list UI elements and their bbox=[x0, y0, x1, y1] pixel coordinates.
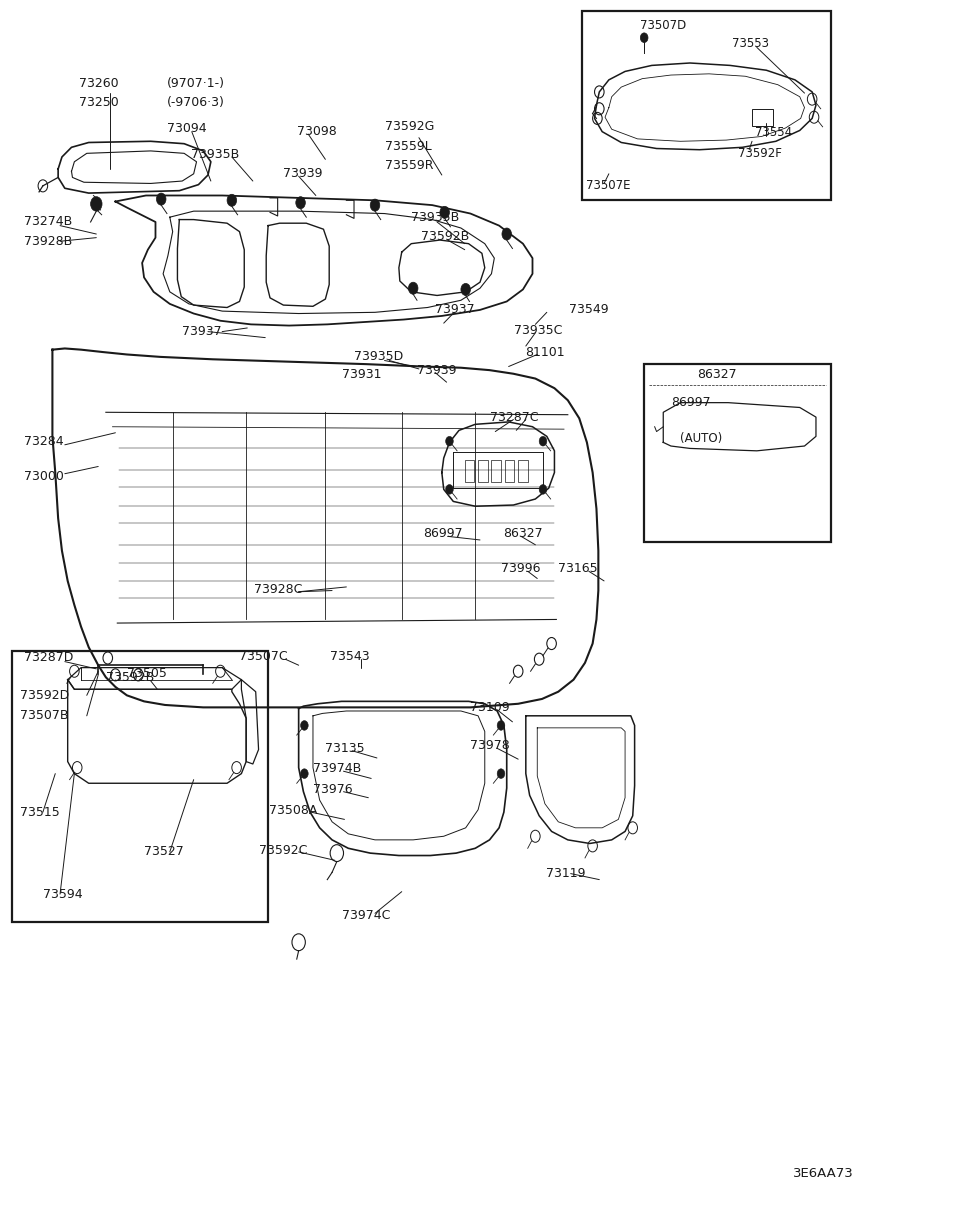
Text: 73974B: 73974B bbox=[313, 762, 361, 776]
Text: 86327: 86327 bbox=[698, 369, 737, 381]
Text: 73553: 73553 bbox=[732, 38, 769, 51]
Text: 73000: 73000 bbox=[24, 469, 63, 483]
Text: 73937: 73937 bbox=[435, 304, 475, 316]
Text: 73505: 73505 bbox=[127, 667, 167, 680]
Text: 73109: 73109 bbox=[470, 701, 510, 714]
Text: 73592B: 73592B bbox=[106, 670, 155, 684]
Text: 73250: 73250 bbox=[79, 97, 119, 109]
Text: 73515: 73515 bbox=[20, 806, 60, 819]
Text: 73543: 73543 bbox=[330, 650, 370, 663]
Circle shape bbox=[497, 721, 505, 731]
Text: 73592G: 73592G bbox=[385, 120, 434, 133]
Text: 73935D: 73935D bbox=[354, 351, 403, 363]
Text: 73287D: 73287D bbox=[24, 651, 73, 664]
Text: 73592F: 73592F bbox=[737, 146, 781, 160]
Text: 81101: 81101 bbox=[525, 346, 564, 358]
Text: 73559L: 73559L bbox=[385, 139, 431, 152]
Circle shape bbox=[502, 227, 512, 240]
Text: 73507B: 73507B bbox=[20, 709, 68, 722]
Bar bbox=[582, 11, 831, 201]
Text: 73549: 73549 bbox=[568, 304, 609, 316]
Circle shape bbox=[540, 484, 547, 494]
Text: 73937: 73937 bbox=[182, 325, 222, 338]
Text: 86997: 86997 bbox=[422, 528, 463, 541]
Text: 73592D: 73592D bbox=[20, 688, 69, 702]
Circle shape bbox=[371, 200, 380, 212]
Text: 73098: 73098 bbox=[297, 125, 337, 138]
Bar bbox=[518, 461, 528, 482]
Bar bbox=[12, 651, 268, 922]
Circle shape bbox=[440, 207, 449, 218]
Text: 73594: 73594 bbox=[43, 888, 83, 900]
Circle shape bbox=[408, 282, 418, 294]
Circle shape bbox=[156, 194, 166, 206]
Text: 73976: 73976 bbox=[313, 783, 352, 796]
Text: 73974C: 73974C bbox=[342, 909, 390, 922]
Circle shape bbox=[300, 768, 308, 778]
Text: 86997: 86997 bbox=[671, 396, 710, 409]
Bar bbox=[465, 461, 474, 482]
Text: 73508A: 73508A bbox=[269, 805, 318, 818]
Text: 73928C: 73928C bbox=[253, 583, 302, 595]
Text: 73507E: 73507E bbox=[586, 179, 631, 192]
Text: 73554: 73554 bbox=[755, 126, 792, 139]
Text: 86327: 86327 bbox=[503, 528, 542, 541]
Text: 3E6AA73: 3E6AA73 bbox=[793, 1166, 853, 1180]
Circle shape bbox=[497, 768, 505, 778]
Circle shape bbox=[445, 484, 453, 494]
Text: 73135: 73135 bbox=[325, 742, 365, 755]
Text: (9707·1-): (9707·1-) bbox=[167, 77, 225, 90]
Text: 73939: 73939 bbox=[283, 167, 323, 180]
Circle shape bbox=[296, 197, 305, 209]
Text: 73928B: 73928B bbox=[24, 235, 72, 248]
Text: 73559R: 73559R bbox=[385, 159, 433, 172]
Circle shape bbox=[445, 437, 453, 446]
Text: 73978: 73978 bbox=[470, 739, 510, 753]
Text: 73935C: 73935C bbox=[515, 324, 563, 336]
Bar bbox=[492, 461, 501, 482]
Text: 73507D: 73507D bbox=[640, 19, 686, 33]
Text: 73527: 73527 bbox=[144, 846, 183, 858]
Text: 73507C: 73507C bbox=[239, 650, 288, 663]
Circle shape bbox=[640, 33, 648, 42]
Text: 73592C: 73592C bbox=[258, 845, 307, 857]
Circle shape bbox=[90, 197, 102, 212]
Text: 73260: 73260 bbox=[79, 77, 119, 90]
Text: 73287C: 73287C bbox=[490, 410, 538, 424]
Circle shape bbox=[540, 437, 547, 446]
Circle shape bbox=[300, 721, 308, 731]
Text: 73935B: 73935B bbox=[411, 211, 460, 224]
Text: 73119: 73119 bbox=[546, 868, 586, 880]
Bar bbox=[505, 461, 515, 482]
Text: 73935B: 73935B bbox=[191, 148, 239, 161]
Text: 73592B: 73592B bbox=[420, 230, 469, 243]
Circle shape bbox=[228, 195, 236, 207]
Text: 73284: 73284 bbox=[24, 434, 63, 448]
Text: (AUTO): (AUTO) bbox=[681, 432, 723, 445]
Text: 73165: 73165 bbox=[559, 563, 598, 576]
Bar bbox=[478, 461, 488, 482]
Text: 73939: 73939 bbox=[417, 364, 457, 376]
Text: 73094: 73094 bbox=[167, 121, 206, 134]
Text: 73274B: 73274B bbox=[24, 215, 72, 229]
Text: (-9706·3): (-9706·3) bbox=[167, 97, 225, 109]
Circle shape bbox=[461, 283, 470, 295]
Text: 73996: 73996 bbox=[501, 563, 540, 576]
Text: 73931: 73931 bbox=[342, 369, 381, 381]
Bar bbox=[644, 364, 831, 542]
Bar bbox=[752, 109, 773, 126]
